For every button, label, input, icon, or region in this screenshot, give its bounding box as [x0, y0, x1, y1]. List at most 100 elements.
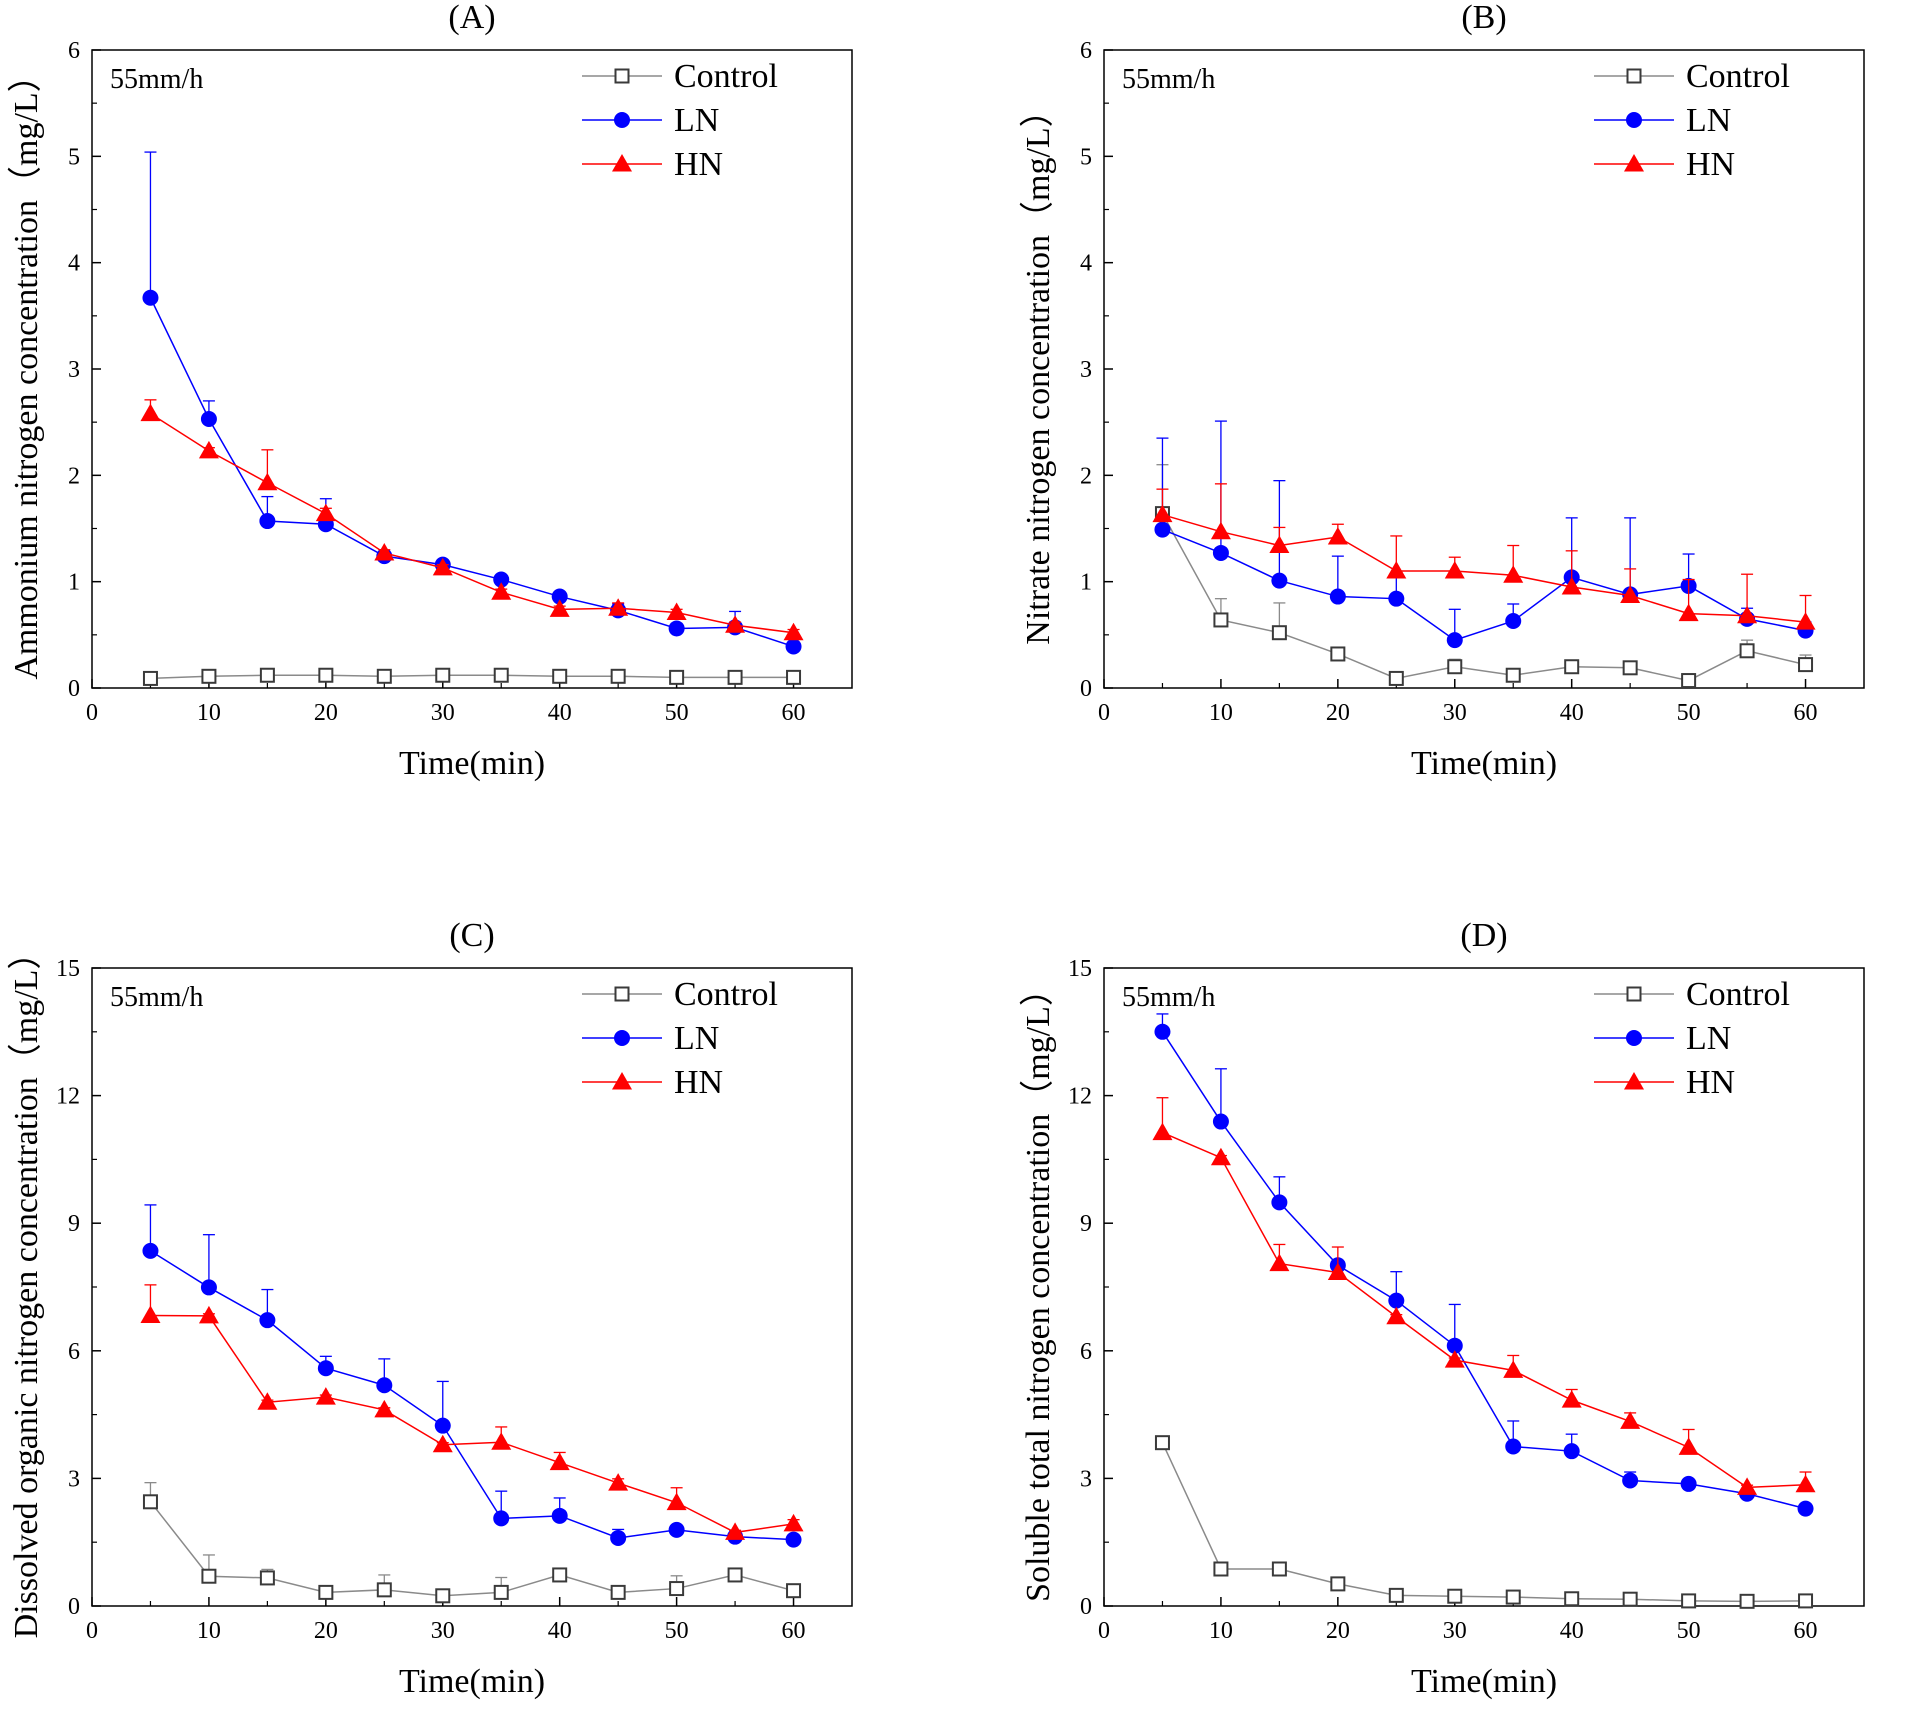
data-point [142, 1494, 158, 1510]
rainfall-annotation: 55mm/h [110, 982, 203, 1013]
data-point [200, 410, 217, 427]
data-point [1386, 1306, 1407, 1325]
data-point [376, 668, 392, 684]
data-point [1737, 605, 1758, 624]
data-point [1505, 1438, 1522, 1455]
x-tick-label: 10 [197, 1618, 221, 1644]
data-point [1152, 504, 1173, 523]
x-tick-label: 20 [314, 1618, 338, 1644]
y-tick-label: 0 [68, 1594, 80, 1620]
x-tick-label: 40 [548, 700, 572, 726]
data-point [1212, 1113, 1229, 1130]
x-tick-label: 20 [314, 700, 338, 726]
data-point [491, 582, 512, 600]
data-point [1154, 1435, 1170, 1451]
legend-label: LN [1686, 102, 1731, 139]
series-control [1154, 464, 1814, 689]
y-tick-label: 15 [56, 956, 80, 982]
data-point [1505, 1589, 1521, 1605]
data-point [259, 667, 275, 683]
data-point [1447, 659, 1463, 675]
x-tick-label: 60 [1794, 700, 1818, 726]
data-point [1622, 1472, 1639, 1489]
x-axis-label: Time(min) [1411, 745, 1557, 782]
data-point [666, 602, 687, 621]
legend: Control LN HN [1594, 976, 1790, 1101]
y-tick-label: 9 [1080, 1211, 1092, 1237]
series-line [149, 1501, 794, 1597]
data-point [315, 1387, 336, 1405]
data-point [257, 472, 278, 491]
data-point [374, 542, 395, 561]
legend-label: LN [674, 102, 719, 139]
series-line [1161, 1031, 1806, 1510]
panel-2: (C) 55mm/h 0 10 20 30 40 50 60 0 3 6 9 12 15 Time(min) D… [7, 917, 853, 1700]
data-point [493, 1584, 509, 1600]
rainfall-annotation: 55mm/h [110, 64, 203, 95]
data-point [1213, 612, 1229, 628]
data-point [783, 1513, 804, 1532]
data-point [257, 1392, 278, 1410]
x-tick-label: 10 [1209, 1618, 1233, 1644]
series-control [142, 1482, 802, 1604]
data-point [1681, 1593, 1697, 1609]
data-point [201, 1568, 217, 1584]
data-point [608, 598, 629, 616]
data-point [783, 622, 804, 641]
data-point [1210, 521, 1231, 540]
data-point [142, 1242, 159, 1259]
series-hn [1152, 483, 1816, 630]
x-tick-label: 40 [1560, 700, 1584, 726]
data-point [727, 1567, 743, 1583]
legend: Control LN HN [582, 58, 778, 183]
data-point [1564, 1591, 1580, 1607]
plot-frame [1103, 967, 1865, 1607]
data-point [432, 1434, 453, 1453]
legend-label: Control [1686, 976, 1790, 1013]
series-hn [1152, 1097, 1816, 1495]
data-point [669, 1581, 685, 1597]
y-tick-label: 12 [56, 1084, 80, 1110]
data-point [1681, 673, 1697, 689]
legend-label: HN [1686, 146, 1735, 183]
x-tick-label: 0 [86, 700, 98, 726]
data-point [610, 668, 626, 684]
data-point [785, 638, 802, 655]
series-hn [140, 1284, 804, 1540]
x-tick-label: 50 [1677, 1618, 1701, 1644]
y-tick-label: 9 [68, 1211, 80, 1237]
x-tick-label: 0 [1098, 700, 1110, 726]
data-point [1388, 670, 1404, 686]
legend-label: Control [1686, 58, 1790, 95]
data-point [317, 1360, 334, 1377]
x-tick-label: 30 [431, 1618, 455, 1644]
data-point [142, 289, 159, 306]
y-axis-label: Dissolved organic nitrogen concentration… [7, 936, 45, 1639]
data-point [785, 1531, 802, 1548]
series-line [150, 1314, 794, 1534]
data-point [1327, 1262, 1348, 1281]
y-tick-label: 2 [68, 463, 80, 489]
series-hn [140, 399, 804, 641]
data-point [435, 667, 451, 683]
data-point [1678, 1437, 1699, 1455]
data-point [1620, 585, 1641, 603]
data-point [1503, 565, 1524, 583]
data-point [608, 1473, 629, 1491]
data-point [1797, 1500, 1814, 1517]
data-point [549, 1452, 570, 1471]
data-point [1444, 561, 1465, 579]
panel-title: (C) [449, 917, 494, 954]
data-point [1210, 1147, 1231, 1166]
y-tick-label: 0 [1080, 676, 1092, 702]
data-point [434, 1417, 451, 1434]
data-point [1798, 657, 1814, 673]
data-point [1213, 1561, 1229, 1577]
data-point [1330, 1576, 1346, 1592]
rainfall-annotation: 55mm/h [1122, 64, 1215, 95]
data-point [1327, 527, 1348, 545]
series-line [1161, 513, 1806, 682]
data-point [668, 620, 685, 637]
panel-title: (D) [1460, 917, 1507, 954]
y-axis-label: Soluble total nitrogen concentration（mg/… [1019, 972, 1057, 1602]
